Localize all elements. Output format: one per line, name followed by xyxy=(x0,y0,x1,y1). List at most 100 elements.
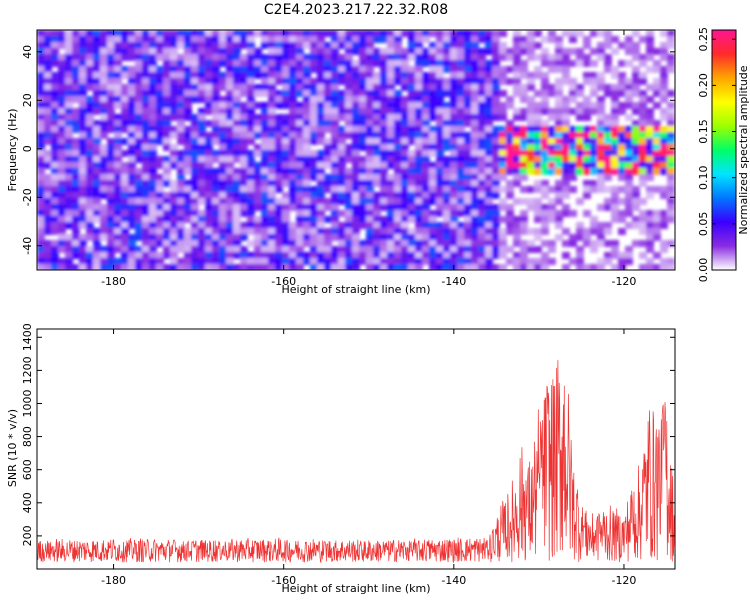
heatmap-cell xyxy=(247,204,255,211)
heatmap-cell xyxy=(163,144,171,151)
heatmap-cell xyxy=(429,180,437,187)
heatmap-cell xyxy=(359,210,367,217)
heatmap-cell xyxy=(317,162,325,169)
heatmap-cell xyxy=(443,36,451,43)
heatmap-cell xyxy=(142,102,150,109)
heatmap-cell xyxy=(373,216,381,223)
heatmap-cell xyxy=(310,66,318,73)
heatmap-cell xyxy=(541,96,549,103)
heatmap-cell xyxy=(79,72,87,79)
heatmap-cell xyxy=(268,114,276,121)
heatmap-cell xyxy=(541,108,549,115)
heatmap-cell xyxy=(541,48,549,55)
heatmap-cell xyxy=(142,108,150,115)
heatmap-cell xyxy=(492,186,500,193)
heatmap-cell xyxy=(401,138,409,145)
heatmap-cell xyxy=(639,240,647,247)
heatmap-cell xyxy=(485,210,493,217)
heatmap-cell xyxy=(352,252,360,259)
heatmap-cell xyxy=(352,216,360,223)
heatmap-cell xyxy=(373,126,381,133)
heatmap-cell xyxy=(310,108,318,115)
heatmap-cell xyxy=(324,216,332,223)
heatmap-cell xyxy=(170,90,178,97)
heatmap-cell xyxy=(422,240,430,247)
heatmap-cell xyxy=(632,90,640,97)
heatmap-cell xyxy=(289,162,297,169)
heatmap-cell xyxy=(394,252,402,259)
heatmap-cell xyxy=(450,168,458,175)
heatmap-cell xyxy=(261,30,269,37)
heatmap-cell xyxy=(247,132,255,139)
heatmap-cell xyxy=(275,180,283,187)
heatmap-cell xyxy=(86,108,94,115)
heatmap-cell xyxy=(79,60,87,67)
heatmap-cell xyxy=(212,126,220,133)
heatmap-cell xyxy=(149,156,157,163)
heatmap-cell xyxy=(464,156,472,163)
heatmap-cell xyxy=(72,96,80,103)
heatmap-cell xyxy=(135,102,143,109)
heatmap-cell xyxy=(51,150,59,157)
heatmap-cell xyxy=(485,30,493,37)
heatmap-cell xyxy=(422,246,430,253)
heatmap-cell xyxy=(37,126,45,133)
heatmap-cell xyxy=(520,48,528,55)
heatmap-cell xyxy=(387,48,395,55)
heatmap-cell xyxy=(233,78,241,85)
heatmap-cell xyxy=(72,30,80,37)
colorbar-gradient xyxy=(711,29,737,271)
heatmap-cell xyxy=(506,78,514,85)
heatmap-cell xyxy=(324,126,332,133)
heatmap-cell xyxy=(408,240,416,247)
heatmap-cell xyxy=(506,138,514,145)
heatmap-cell xyxy=(667,216,675,223)
heatmap-cell xyxy=(506,48,514,55)
heatmap-cell xyxy=(44,180,52,187)
line-y-label: SNR (10 * v/v) xyxy=(6,409,19,487)
heatmap-cell xyxy=(415,156,423,163)
heatmap-cell xyxy=(212,156,220,163)
heatmap-cell xyxy=(373,120,381,127)
heatmap-cell xyxy=(401,144,409,151)
heatmap-cell xyxy=(660,186,668,193)
heatmap-cell xyxy=(177,180,185,187)
heatmap-cell xyxy=(51,252,59,259)
heatmap-cell xyxy=(310,84,318,91)
heatmap-cell xyxy=(191,30,199,37)
heatmap-cell xyxy=(345,42,353,49)
heatmap-cell xyxy=(170,126,178,133)
heatmap-cell xyxy=(128,198,136,205)
heatmap-cell xyxy=(240,42,248,49)
heatmap-cell xyxy=(219,72,227,79)
heatmap-cell xyxy=(492,48,500,55)
heatmap-cell xyxy=(170,216,178,223)
heatmap-cell xyxy=(457,90,465,97)
heatmap-cell xyxy=(429,258,437,265)
heatmap-cell xyxy=(86,66,94,73)
heatmap-cell xyxy=(513,258,521,265)
heatmap-cell xyxy=(163,54,171,61)
heatmap-cell xyxy=(51,60,59,67)
heatmap-cell xyxy=(170,36,178,43)
heatmap-cell xyxy=(646,42,654,49)
heatmap-cell xyxy=(415,42,423,49)
heatmap-cell xyxy=(205,78,213,85)
heatmap-cell xyxy=(646,138,654,145)
heatmap-cell xyxy=(408,66,416,73)
heatmap-cell xyxy=(366,186,374,193)
heatmap-cell xyxy=(478,192,486,199)
heatmap-cell xyxy=(492,144,500,151)
heatmap-cell xyxy=(240,180,248,187)
heatmap-cell xyxy=(51,78,59,85)
heatmap-cell xyxy=(401,30,409,37)
heatmap-cell xyxy=(555,84,563,91)
heatmap-cell xyxy=(198,36,206,43)
heatmap-cell xyxy=(548,168,556,175)
heatmap-cell xyxy=(618,186,626,193)
heatmap-cell xyxy=(422,30,430,37)
heatmap-cell xyxy=(597,258,605,265)
heatmap-cell xyxy=(429,222,437,229)
heatmap-cell xyxy=(303,30,311,37)
heatmap-cell xyxy=(233,144,241,151)
